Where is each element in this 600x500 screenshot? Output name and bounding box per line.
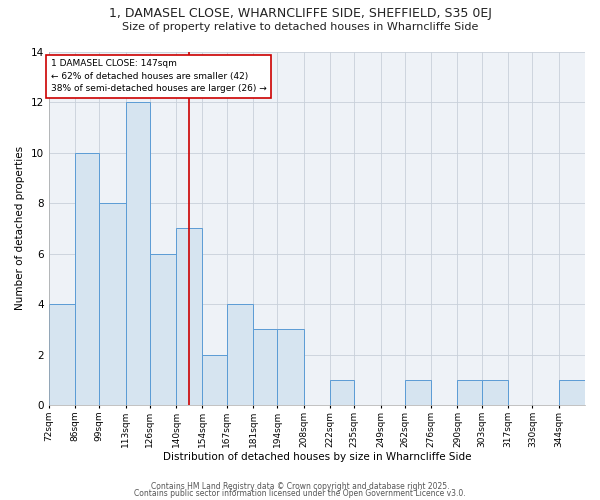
Bar [227,304,253,405]
Bar [405,380,431,405]
Bar [176,228,202,405]
Text: Size of property relative to detached houses in Wharncliffe Side: Size of property relative to detached ho… [122,22,478,32]
Bar [49,304,75,405]
Bar [330,380,355,405]
Bar [253,330,277,405]
Text: Contains HM Land Registry data © Crown copyright and database right 2025.: Contains HM Land Registry data © Crown c… [151,482,449,491]
Bar [482,380,508,405]
X-axis label: Distribution of detached houses by size in Wharncliffe Side: Distribution of detached houses by size … [163,452,471,462]
Text: 1 DAMASEL CLOSE: 147sqm
← 62% of detached houses are smaller (42)
38% of semi-de: 1 DAMASEL CLOSE: 147sqm ← 62% of detache… [50,59,266,93]
Text: Contains public sector information licensed under the Open Government Licence v3: Contains public sector information licen… [134,489,466,498]
Text: 1, DAMASEL CLOSE, WHARNCLIFFE SIDE, SHEFFIELD, S35 0EJ: 1, DAMASEL CLOSE, WHARNCLIFFE SIDE, SHEF… [109,8,491,20]
Bar [75,152,99,405]
Bar [150,254,176,405]
Bar [559,380,585,405]
Bar [202,354,227,405]
Y-axis label: Number of detached properties: Number of detached properties [15,146,25,310]
Bar [277,330,304,405]
Bar [125,102,150,405]
Bar [99,203,125,405]
Bar [457,380,482,405]
